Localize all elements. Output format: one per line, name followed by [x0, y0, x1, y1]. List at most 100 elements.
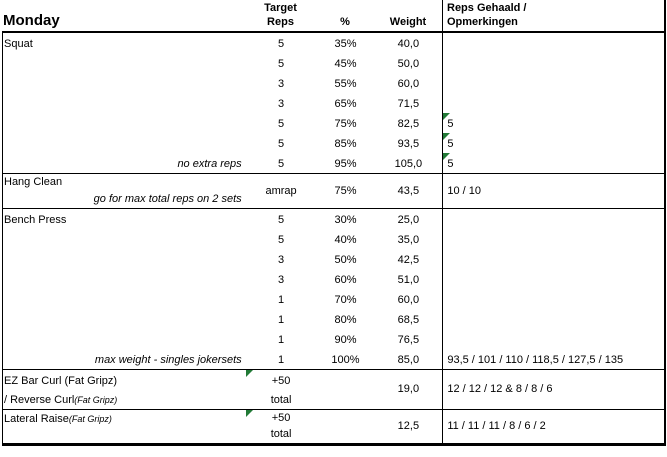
cell-result[interactable]: 5 [442, 113, 664, 133]
cell-result[interactable]: 5 [442, 133, 664, 153]
cell-weight[interactable]: 51,0 [397, 274, 420, 286]
cell-result[interactable] [442, 33, 664, 53]
cell-target-reps[interactable]: amrap [246, 174, 317, 208]
day-header-cell[interactable]: Monday [2, 0, 245, 31]
cell-exercise[interactable] [3, 229, 246, 249]
cell-target-reps[interactable]: 1 [278, 294, 285, 306]
cell-result[interactable] [442, 209, 664, 229]
cell-result[interactable]: 93,5 / 101 / 110 / 118,5 / 127,5 / 135 [442, 349, 664, 369]
cell-target-reps[interactable]: 3 [278, 254, 285, 266]
cell-percent[interactable]: 40% [334, 234, 357, 246]
cell-weight[interactable]: 42,5 [397, 254, 420, 266]
cell-target-reps[interactable]: 3 [278, 78, 285, 90]
cell-percent[interactable]: 70% [334, 294, 357, 306]
percent-header-cell[interactable]: % [316, 0, 374, 31]
cell-target-reps[interactable]: 5 [278, 234, 285, 246]
cell-exercise[interactable]: max weight - singles jokersets [3, 349, 246, 369]
cell-target-reps[interactable]: 3 [278, 274, 285, 286]
cell-weight[interactable]: 60,0 [397, 78, 420, 90]
table-row: Squat 5 35% 40,0 [3, 33, 664, 53]
cell-percent[interactable]: 50% [334, 254, 357, 266]
cell-weight[interactable]: 12,5 [397, 420, 420, 432]
cell-result[interactable] [442, 329, 664, 349]
cell-weight[interactable]: 93,5 [397, 138, 420, 150]
cell-percent[interactable]: 45% [334, 58, 357, 70]
cell-target-reps[interactable]: 3 [278, 98, 285, 110]
cell-percent[interactable]: 90% [334, 334, 357, 346]
table-row: max weight - singles jokersets 1 100% 85,0 9… [3, 349, 664, 369]
cell-exercise[interactable]: EZ Bar Curl (Fat Gripz) / Reverse Curl (F… [3, 370, 246, 409]
target-reps-header-line1: Target [264, 2, 297, 14]
cell-percent[interactable]: 75% [334, 184, 357, 197]
cell-exercise[interactable]: Squat [3, 33, 246, 53]
cell-target-reps[interactable]: 5 [278, 38, 285, 50]
cell-percent[interactable]: 60% [334, 274, 357, 286]
cell-result[interactable]: 5 [442, 153, 664, 173]
cell-target-reps[interactable]: 5 [278, 138, 285, 150]
cell-exercise[interactable] [3, 53, 246, 73]
cell-exercise[interactable] [3, 113, 246, 133]
cell-percent[interactable]: 80% [334, 314, 357, 326]
cell-percent[interactable] [317, 410, 375, 443]
cell-exercise[interactable]: no extra reps [3, 153, 246, 173]
cell-exercise[interactable] [3, 93, 246, 113]
cell-percent[interactable]: 55% [334, 78, 357, 90]
cell-percent[interactable]: 30% [334, 214, 357, 226]
cell-percent[interactable]: 100% [331, 354, 360, 366]
cell-weight[interactable]: 71,5 [397, 98, 420, 110]
cell-target-reps[interactable]: 5 [278, 158, 285, 170]
cell-exercise[interactable] [3, 329, 246, 349]
cell-percent[interactable]: 35% [334, 38, 357, 50]
cell-result[interactable] [442, 53, 664, 73]
cell-result[interactable]: 11 / 11 / 11 / 8 / 6 / 2 [442, 410, 664, 443]
cell-percent[interactable]: 85% [334, 138, 357, 150]
cell-weight[interactable]: 68,5 [397, 314, 420, 326]
result-header-cell[interactable]: Reps Gehaald / Opmerkingen [442, 0, 664, 31]
cell-result[interactable]: 12 / 12 / 12 & 8 / 8 / 6 [442, 370, 664, 409]
cell-exercise[interactable] [3, 73, 246, 93]
cell-exercise[interactable] [3, 133, 246, 153]
cell-result[interactable] [442, 269, 664, 289]
target-reps-header-cell[interactable]: Target Reps [245, 0, 316, 31]
cell-target-reps[interactable]: +50 total [245, 370, 317, 409]
cell-weight[interactable]: 40,0 [397, 38, 420, 50]
cell-weight[interactable]: 85,0 [397, 354, 420, 366]
cell-exercise[interactable] [3, 309, 246, 329]
cell-weight[interactable]: 76,5 [397, 334, 420, 346]
cell-weight[interactable]: 25,0 [397, 214, 420, 226]
weight-header-cell[interactable]: Weight [374, 0, 442, 31]
cell-result[interactable]: 10 / 10 [442, 174, 664, 208]
cell-weight[interactable]: 82,5 [397, 118, 420, 130]
cell-result[interactable] [442, 93, 664, 113]
cell-percent[interactable]: 95% [334, 158, 357, 170]
cell-result[interactable] [442, 309, 664, 329]
cell-target-reps[interactable]: 5 [278, 118, 285, 130]
exercise-name: Lateral Raise (Fat Gripz) [4, 413, 112, 425]
cell-weight[interactable]: 43,5 [397, 184, 420, 197]
cell-weight[interactable]: 19,0 [397, 383, 420, 395]
cell-target-reps[interactable]: 1 [278, 314, 285, 326]
cell-exercise[interactable]: Bench Press [3, 209, 246, 229]
cell-target-reps[interactable]: 5 [278, 58, 285, 70]
cell-exercise[interactable] [3, 269, 246, 289]
cell-result[interactable] [442, 289, 664, 309]
result-text: 11 / 11 / 11 / 8 / 6 / 2 [447, 420, 546, 432]
cell-target-reps[interactable]: 1 [278, 334, 285, 346]
cell-target-reps[interactable]: 5 [278, 214, 285, 226]
cell-target-reps[interactable]: 1 [278, 354, 285, 366]
cell-result[interactable] [442, 229, 664, 249]
cell-percent[interactable] [317, 370, 375, 409]
cell-exercise[interactable]: Hang Clean go for max total reps on 2 set… [3, 174, 246, 208]
cell-weight[interactable]: 105,0 [394, 158, 423, 170]
cell-exercise[interactable]: Lateral Raise (Fat Gripz) [3, 410, 246, 443]
cell-weight[interactable]: 50,0 [397, 58, 420, 70]
cell-percent[interactable]: 65% [334, 98, 357, 110]
cell-result[interactable] [442, 73, 664, 93]
cell-percent[interactable]: 75% [334, 118, 357, 130]
cell-exercise[interactable] [3, 289, 246, 309]
cell-target-reps[interactable]: +50 total [245, 410, 317, 443]
cell-exercise[interactable] [3, 249, 246, 269]
cell-weight[interactable]: 60,0 [397, 294, 420, 306]
cell-result[interactable] [442, 249, 664, 269]
cell-weight[interactable]: 35,0 [397, 234, 420, 246]
